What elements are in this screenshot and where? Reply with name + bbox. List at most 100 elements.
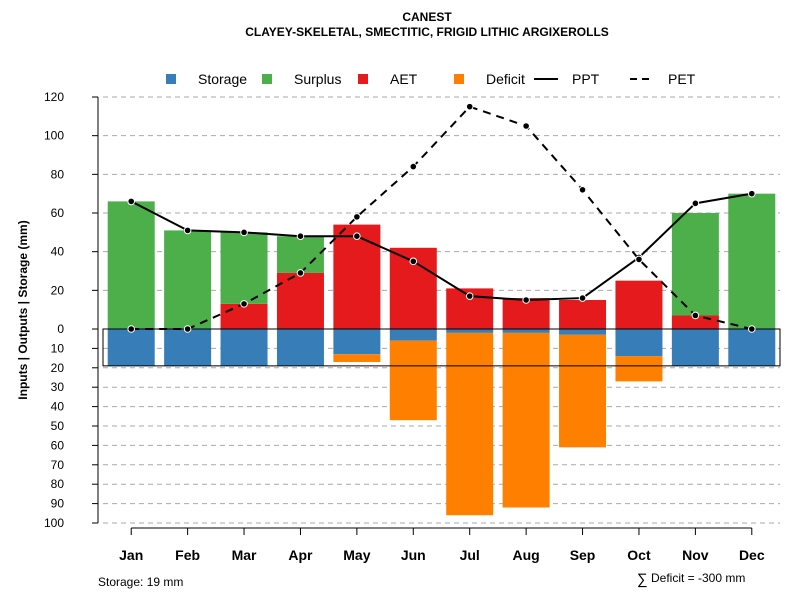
bar-surplus-mar (220, 232, 268, 304)
x-axis: Jan Feb Mar Apr May Jun Jul Aug Sep Oct Nov Dec (119, 527, 765, 563)
point-pet-feb (183, 325, 192, 333)
y-tick-label: 100 (44, 516, 64, 530)
point-ppt-apr (296, 232, 305, 240)
bar-deficit-jul (446, 332, 494, 516)
y-tick-label: 100 (44, 129, 64, 143)
bars (107, 193, 776, 516)
y-tick-label: 60 (51, 438, 65, 452)
legend-label-surplus: Surplus (294, 71, 341, 87)
point-pet-apr (296, 269, 305, 277)
bar-aet-oct (615, 280, 663, 329)
bar-storage-mar (220, 329, 268, 366)
x-tick-label-may: May (343, 547, 370, 563)
line-ppt (130, 192, 752, 302)
bar-storage-oct (615, 329, 663, 357)
legend-label-deficit: Deficit (486, 71, 525, 87)
point-pet-jul (465, 102, 474, 111)
bar-storage-sep (559, 329, 607, 335)
deficit-note: Deficit = -300 mm (651, 571, 745, 585)
y-tick-label: 40 (51, 400, 65, 414)
bar-surplus-dec (728, 193, 776, 329)
bar-aet-mar (220, 303, 268, 329)
legend-swatch-storage (166, 74, 176, 84)
y-tick-label: 20 (51, 361, 65, 375)
point-ppt-feb (183, 226, 192, 235)
x-tick-label-oct: Oct (627, 547, 651, 563)
legend-label-pet: PET (668, 71, 696, 87)
bar-aet-may (333, 224, 381, 329)
y-tick-label: 80 (51, 477, 65, 491)
point-ppt-jul (465, 292, 474, 300)
bar-surplus-nov (671, 213, 719, 316)
point-pet-may (353, 213, 361, 221)
x-tick-label-sep: Sep (570, 547, 596, 563)
legend-label-storage: Storage (198, 71, 247, 87)
bar-storage-jan (107, 329, 155, 366)
bar-deficit-may (333, 354, 381, 362)
bar-storage-nov (671, 329, 719, 366)
storage-note: Storage: 19 mm (98, 575, 183, 589)
x-tick-label-nov: Nov (682, 547, 709, 563)
point-pet-jan (127, 325, 136, 333)
x-tick-label-dec: Dec (739, 547, 765, 563)
legend-swatch-aet (358, 74, 368, 84)
legend-label-aet: AET (390, 71, 418, 87)
y-tick-label: 70 (51, 458, 65, 472)
bar-storage-aug (502, 329, 550, 333)
bar-storage-apr (276, 329, 324, 366)
bar-surplus-feb (164, 230, 212, 329)
bar-storage-dec (728, 329, 776, 366)
bar-storage-jun (389, 329, 437, 341)
bar-aet-sep (559, 300, 607, 329)
legend-label-ppt: PPT (572, 71, 600, 87)
bar-surplus-apr (276, 236, 324, 273)
legend-swatch-deficit (454, 74, 464, 84)
bar-surplus-jan (107, 201, 155, 329)
bar-deficit-sep (559, 334, 607, 448)
point-ppt-may (353, 232, 361, 240)
x-tick-label-apr: Apr (288, 547, 313, 563)
y-tick-label: 40 (51, 245, 65, 259)
x-tick-label-jul: Jul (460, 547, 480, 563)
bar-aet-apr (276, 272, 324, 329)
point-pet-oct (635, 255, 643, 264)
y-tick-label: 90 (51, 497, 65, 511)
y-tick-label: 0 (57, 322, 64, 336)
sum-symbol: ∑ (637, 571, 648, 588)
point-ppt-aug (522, 296, 530, 304)
y-axis-label: Inputs | Outputs | Storage (mm) (16, 220, 30, 399)
line-pet (131, 105, 753, 330)
point-ppt-jun (409, 257, 418, 266)
x-tick-label-aug: Aug (513, 547, 540, 563)
point-ppt-sep (578, 294, 587, 302)
bar-storage-feb (164, 329, 212, 366)
point-pet-nov (691, 311, 700, 320)
y-tick-label: 10 (51, 341, 65, 355)
y-tick-label: 30 (51, 380, 65, 394)
point-pet-jun (409, 162, 418, 171)
point-ppt-nov (691, 199, 700, 208)
bar-storage-jul (446, 329, 494, 333)
point-ppt-jan (127, 197, 136, 206)
y-tick-label: 80 (51, 167, 65, 181)
grid-lines (103, 96, 780, 524)
bar-deficit-jun (389, 340, 437, 421)
point-ppt-mar (240, 228, 248, 237)
x-tick-label-mar: Mar (232, 547, 257, 563)
legend: Storage Surplus AET Deficit PPT PET (166, 71, 696, 87)
chart-subtitle: CLAYEY-SKELETAL, SMECTITIC, FRIGID LITHI… (245, 25, 609, 39)
x-tick-label-feb: Feb (175, 547, 200, 563)
bar-storage-may (333, 329, 381, 355)
point-pet-dec (747, 325, 756, 333)
storage-capacity-box (102, 328, 781, 367)
y-tick-label: 120 (44, 90, 64, 104)
x-tick-label-jan: Jan (119, 547, 143, 563)
point-pet-aug (522, 122, 530, 130)
bar-deficit-aug (502, 332, 550, 508)
series-lines (127, 102, 756, 333)
y-axis: 0 20 40 60 80 100 120 10 20 30 40 50 60 70 80 90 100 (44, 90, 99, 530)
point-ppt-dec (747, 189, 756, 198)
point-pet-sep (578, 186, 587, 194)
chart-title: CANEST (402, 10, 452, 24)
